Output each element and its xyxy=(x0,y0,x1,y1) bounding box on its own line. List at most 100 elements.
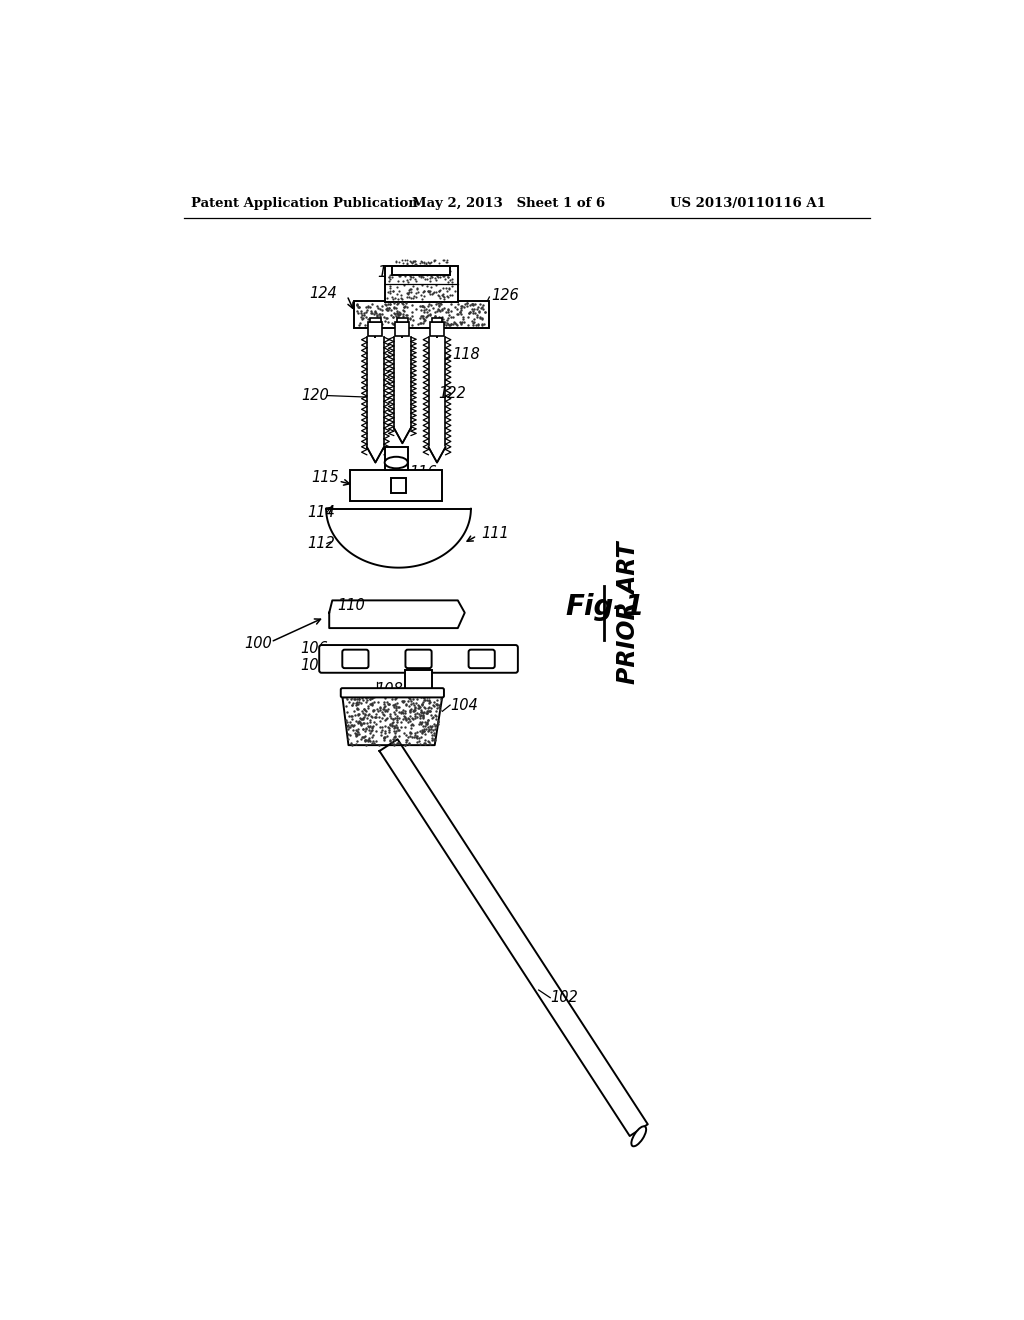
Point xyxy=(386,730,402,751)
Point xyxy=(388,714,404,735)
Point xyxy=(382,713,398,734)
Point xyxy=(426,249,442,271)
Point xyxy=(406,276,422,297)
Point xyxy=(414,275,430,296)
Point xyxy=(471,293,487,314)
Point xyxy=(364,717,380,738)
Point xyxy=(349,723,366,744)
Point xyxy=(354,713,371,734)
Point xyxy=(462,301,478,322)
Point xyxy=(351,710,368,731)
Point xyxy=(401,265,418,286)
Point xyxy=(371,312,387,333)
Point xyxy=(351,708,368,729)
Point xyxy=(381,297,397,318)
Point xyxy=(420,296,436,317)
Point xyxy=(395,271,412,292)
Point xyxy=(434,265,451,286)
Point xyxy=(368,721,384,742)
Point xyxy=(417,689,433,710)
Point xyxy=(417,285,433,306)
Point xyxy=(384,714,400,735)
Point xyxy=(420,281,436,302)
Point xyxy=(416,696,432,717)
Point xyxy=(361,731,378,752)
Point xyxy=(426,725,442,746)
Point xyxy=(413,298,429,319)
Point xyxy=(425,694,441,715)
Point xyxy=(380,300,396,321)
Point xyxy=(422,277,438,298)
Point xyxy=(422,268,438,289)
Point xyxy=(383,267,399,288)
Point xyxy=(385,709,401,730)
Bar xyxy=(354,301,488,327)
Point xyxy=(389,717,406,738)
Point xyxy=(407,694,423,715)
Point xyxy=(433,300,450,321)
Point xyxy=(402,700,419,721)
Point xyxy=(428,706,444,727)
Polygon shape xyxy=(330,601,465,628)
Point xyxy=(476,313,493,334)
Point xyxy=(465,294,481,315)
Point xyxy=(372,717,388,738)
Point xyxy=(380,281,396,302)
Point xyxy=(400,281,417,302)
Text: 124: 124 xyxy=(309,285,337,301)
Point xyxy=(414,713,430,734)
Point xyxy=(346,705,362,726)
Point xyxy=(339,701,355,722)
Point xyxy=(430,308,446,329)
Point xyxy=(338,696,354,717)
Point xyxy=(436,261,453,282)
Point xyxy=(455,306,471,327)
Point xyxy=(416,281,432,302)
Point xyxy=(347,722,364,743)
Point xyxy=(403,252,420,273)
Point xyxy=(382,277,398,298)
Point xyxy=(414,693,430,714)
Point xyxy=(406,261,422,282)
Point xyxy=(388,251,404,272)
Point xyxy=(359,697,376,718)
Point xyxy=(427,729,443,750)
Point xyxy=(388,276,404,297)
Point xyxy=(360,704,377,725)
Point xyxy=(421,693,437,714)
FancyBboxPatch shape xyxy=(469,649,495,668)
Point xyxy=(404,689,421,710)
Point xyxy=(404,267,421,288)
Point xyxy=(415,267,431,288)
Point xyxy=(426,309,442,330)
Point xyxy=(357,302,374,323)
Point xyxy=(375,704,391,725)
Point xyxy=(357,734,374,755)
Point xyxy=(364,694,380,715)
Point xyxy=(420,698,436,719)
Point xyxy=(419,702,435,723)
Point xyxy=(430,296,446,317)
FancyBboxPatch shape xyxy=(341,688,444,697)
Point xyxy=(417,310,433,331)
Point xyxy=(414,306,430,327)
Point xyxy=(377,700,393,721)
Point xyxy=(414,296,430,317)
Point xyxy=(396,313,413,334)
Point xyxy=(417,730,433,751)
Point xyxy=(430,306,446,327)
Point xyxy=(386,697,402,718)
Text: 112: 112 xyxy=(307,536,336,550)
Point xyxy=(387,260,403,281)
Point xyxy=(387,726,403,747)
Point xyxy=(347,688,364,709)
Bar xyxy=(430,322,444,337)
Point xyxy=(421,300,437,321)
Point xyxy=(364,692,380,713)
Bar xyxy=(395,322,410,337)
Point xyxy=(395,700,412,721)
Point xyxy=(413,251,429,272)
Point xyxy=(388,306,404,327)
Point xyxy=(401,280,418,301)
Point xyxy=(401,251,418,272)
